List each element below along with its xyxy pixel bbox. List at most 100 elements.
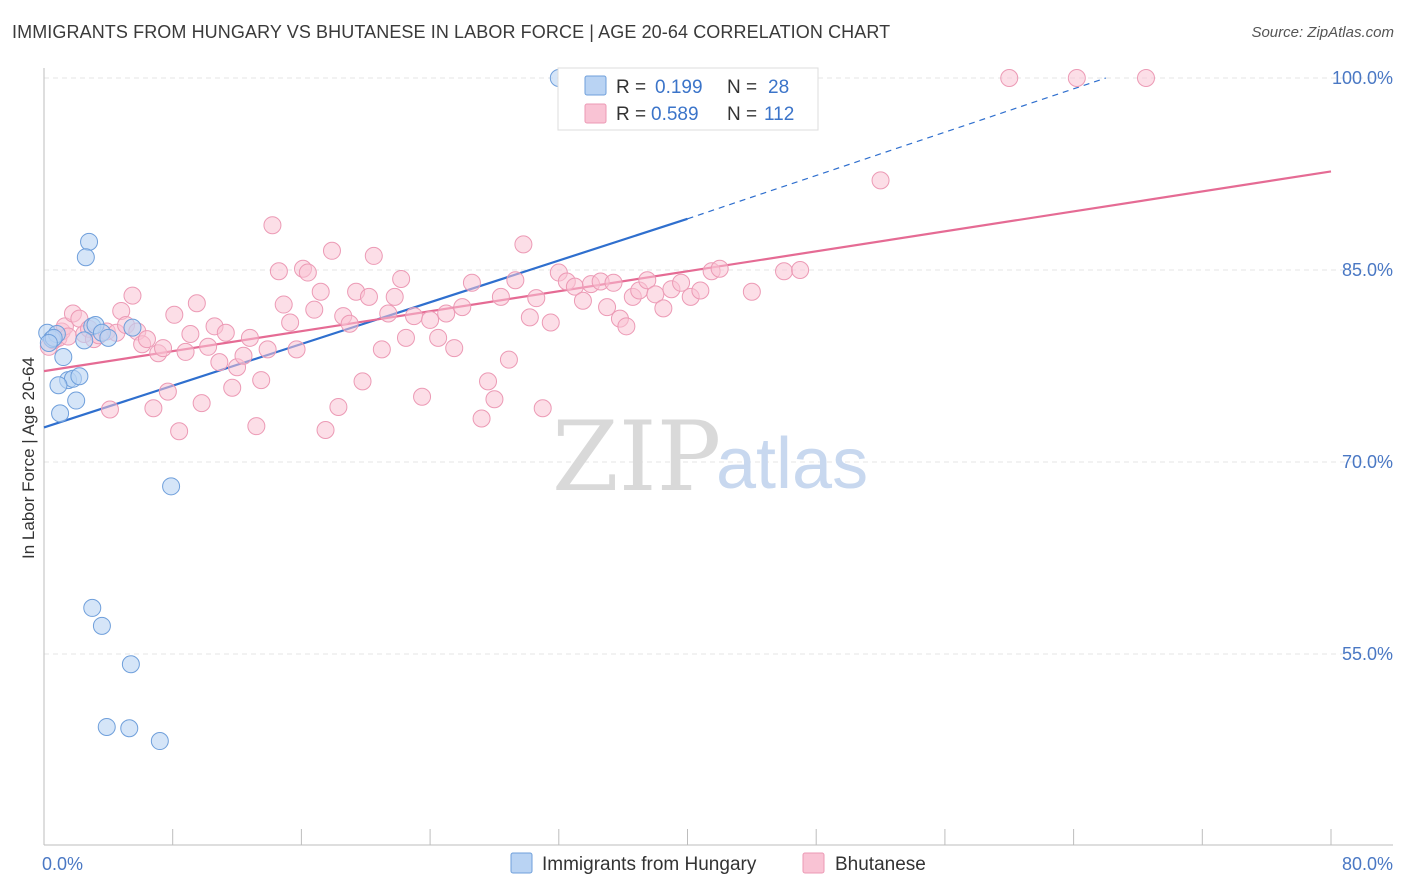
- bhutanese-point: [1067, 69, 1086, 87]
- bhutanese-point: [234, 346, 253, 365]
- bhutanese-point: [137, 330, 156, 349]
- y-axis-label: In Labor Force | Age 20-64: [19, 357, 38, 559]
- bhutanese-point: [520, 308, 539, 327]
- bhutanese-point: [359, 287, 378, 306]
- hungary-point: [54, 348, 73, 367]
- hungary-point: [150, 732, 169, 751]
- bhutanese-point: [247, 417, 266, 436]
- bhutanese-point: [216, 323, 235, 342]
- bhutanese-point: [274, 295, 293, 314]
- trendline-hungary: [43, 217, 688, 429]
- bhutanese-point: [123, 286, 142, 305]
- hungary-point: [123, 318, 142, 337]
- bhutanese-point: [100, 400, 119, 419]
- bottom-legend-label-hungary: Immigrants from Hungary: [542, 854, 757, 875]
- bhutanese-point: [340, 314, 359, 333]
- bhutanese-point: [1136, 69, 1155, 87]
- legend-swatch-bhutanese: [584, 103, 607, 124]
- bhutanese-point: [462, 273, 481, 292]
- bhutanese-point: [392, 269, 411, 288]
- hungary-point: [92, 616, 111, 635]
- bottom-legend-swatch-hungary: [510, 852, 533, 874]
- legend-r-label-1: R =: [616, 77, 646, 98]
- bhutanese-point: [485, 390, 504, 409]
- bhutanese-point: [654, 299, 673, 318]
- bhutanese-point: [573, 291, 592, 310]
- bhutanese-point: [170, 422, 189, 441]
- bhutanese-point: [372, 340, 391, 359]
- bhutanese-point: [305, 300, 324, 319]
- hungary-point: [97, 717, 116, 736]
- hungary-point: [49, 376, 68, 395]
- bhutanese-point: [240, 328, 259, 347]
- legend-r-value-2: 0.589: [651, 104, 699, 125]
- bhutanese-point: [311, 282, 330, 301]
- x-tick-max: 80.0%: [1342, 854, 1393, 874]
- bhutanese-point: [533, 399, 552, 418]
- bhutanese-point: [379, 304, 398, 323]
- bhutanese-point: [742, 282, 761, 301]
- y-tick-label: 70.0%: [1342, 452, 1393, 472]
- hungary-point: [76, 248, 95, 267]
- bhutanese-point: [638, 271, 657, 290]
- legend-n-value-1: 28: [768, 77, 789, 98]
- bhutanese-point: [287, 340, 306, 359]
- bhutanese-point: [672, 273, 691, 292]
- bhutanese-point: [775, 262, 794, 281]
- bhutanese-point: [617, 317, 636, 336]
- x-tick-min: 0.0%: [42, 854, 83, 874]
- bottom-legend-label-bhutanese: Bhutanese: [835, 854, 926, 875]
- bhutanese-point: [453, 298, 472, 317]
- hungary-points: [38, 69, 568, 751]
- bhutanese-point: [298, 263, 317, 282]
- trendline-hungary-extension: [687, 77, 1106, 220]
- bhutanese-point: [187, 294, 206, 313]
- bhutanese-point: [199, 337, 218, 356]
- bhutanese-point: [506, 271, 525, 290]
- legend-n-value-2: 112: [764, 104, 794, 125]
- hungary-point: [51, 404, 70, 423]
- source-credit: Source: ZipAtlas.com: [1251, 24, 1394, 41]
- bhutanese-point: [429, 328, 448, 347]
- hungary-point: [83, 598, 102, 617]
- bhutanese-point: [385, 287, 404, 306]
- bhutanese-point: [514, 235, 533, 254]
- bhutanese-point: [541, 313, 560, 332]
- bhutanese-point: [396, 328, 415, 347]
- hungary-point: [121, 655, 140, 674]
- hungary-point: [67, 391, 86, 410]
- bhutanese-point: [491, 287, 510, 306]
- gridlines: [44, 77, 1393, 655]
- bhutanese-point: [154, 339, 173, 358]
- bhutanese-point: [223, 378, 242, 397]
- legend-r-value-1: 0.199: [655, 77, 703, 98]
- bhutanese-point: [405, 307, 424, 326]
- bhutanese-point: [176, 342, 195, 361]
- bhutanese-point: [472, 409, 491, 428]
- hungary-point: [70, 367, 89, 386]
- bhutanese-point: [437, 304, 456, 323]
- hungary-point: [162, 477, 181, 496]
- y-tick-label: 55.0%: [1342, 644, 1393, 664]
- bhutanese-point: [281, 313, 300, 332]
- stats-legend: R = 0.199 N = 28 R = 0.589 N = 112: [557, 67, 819, 131]
- bhutanese-point: [499, 350, 518, 369]
- hungary-point: [75, 331, 94, 350]
- bhutanese-point: [791, 261, 810, 279]
- bhutanese-point: [181, 325, 200, 343]
- bhutanese-point: [479, 372, 498, 391]
- watermark-atlas: atlas: [716, 424, 868, 504]
- legend-swatch-hungary: [584, 75, 607, 96]
- y-tick-label: 100.0%: [1332, 68, 1393, 88]
- bhutanese-point: [1000, 69, 1019, 87]
- bhutanese-point: [353, 372, 372, 391]
- watermark: ZIP atlas: [552, 401, 868, 513]
- chart-title: IMMIGRANTS FROM HUNGARY VS BHUTANESE IN …: [12, 22, 891, 42]
- hungary-point: [99, 328, 118, 347]
- bhutanese-point: [165, 305, 184, 324]
- y-tick-label: 85.0%: [1342, 260, 1393, 280]
- bhutanese-point: [258, 340, 277, 359]
- bhutanese-point: [192, 394, 211, 413]
- hungary-point: [120, 719, 139, 738]
